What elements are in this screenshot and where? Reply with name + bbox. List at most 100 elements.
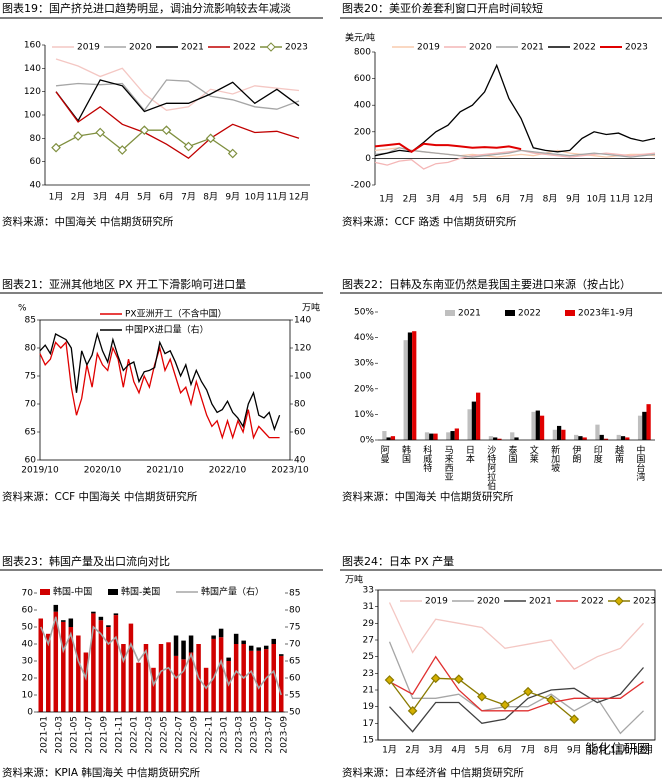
bar [407, 332, 413, 440]
x-tick-label: 11月 [610, 745, 630, 756]
legend-label: 2019 [425, 597, 448, 607]
plot-frame [377, 589, 656, 741]
bar-segment [113, 615, 119, 712]
x-tick-label: 韩国 [400, 444, 411, 464]
y2-axis-label: 万吨 [302, 302, 320, 314]
y-tick-label: 70 [25, 400, 37, 410]
y-tick-label: 60 [25, 456, 37, 466]
y-tick-label: 31 [363, 602, 374, 612]
legend-swatch [108, 589, 118, 595]
y-tick-label: 0% [360, 436, 375, 446]
y2-tick-label: 70 [289, 640, 301, 650]
x-tick-label: 2020/10 [84, 466, 122, 476]
source: 资料来源：KPIA 韩国海关 中信期货研究所 [2, 766, 201, 779]
legend-label: PX亚洲开工（不含中国） [125, 308, 227, 320]
legend-label: 2022 [233, 43, 256, 53]
figure-title: 图表23：韩国产量及出口流向对比 [2, 554, 170, 568]
bar-segment [106, 625, 111, 627]
y-tick-label: 19 [363, 702, 375, 712]
x-tick-label: 2月 [405, 745, 420, 756]
bar [642, 411, 647, 440]
marker [546, 695, 556, 705]
x-tick-label: 1月 [382, 745, 397, 756]
bar [646, 404, 651, 440]
y2-tick-label: 50 [289, 708, 301, 718]
y2-tick-label: 60 [294, 428, 306, 438]
bar-segment [271, 644, 276, 712]
figure-title: 图表20：美亚价差套利窗口开启时间较短 [342, 1, 543, 15]
bar-segment [181, 659, 186, 712]
marker [430, 673, 441, 684]
y-tick-label: 75 [25, 372, 36, 382]
x-tick-label: 2023-01 [220, 716, 230, 754]
legend-label: 韩国产量（右） [201, 586, 264, 598]
x-tick-label: 2019/10 [21, 466, 59, 476]
marker [117, 145, 128, 155]
x-tick-label: 6月 [498, 745, 513, 756]
y-axis-label: 美元/吨 [345, 32, 375, 44]
source: 资料来源：日本经济省 中信期货研究所 [342, 766, 524, 779]
y2-tick-label: 60 [289, 674, 301, 684]
bar-segment [233, 644, 239, 712]
y-tick-label: 600 [354, 74, 371, 84]
bar-segment [98, 616, 104, 621]
bar [488, 436, 494, 440]
x-tick-label: 8月 [203, 192, 218, 203]
x-tick-label: 7月 [181, 192, 196, 203]
bar-segment [76, 635, 81, 712]
series-line [40, 616, 282, 696]
x-tick-label: 2022-01 [129, 716, 139, 754]
legend-label: 2021 [181, 43, 204, 53]
x-tick-label: 9月 [225, 192, 240, 203]
y-tick-label: 100 [24, 111, 41, 121]
bar [595, 424, 600, 440]
x-tick-label: 2021-09 [99, 716, 109, 754]
bar-segment [91, 611, 96, 614]
x-tick-label: 8月 [543, 194, 558, 205]
source: 资料来源：中国海关 中信期货研究所 [342, 490, 514, 503]
bar-segment [248, 650, 254, 712]
marker [384, 675, 395, 685]
bar-segment [143, 644, 149, 712]
bar [578, 436, 583, 440]
y-tick-label: 40% [354, 333, 374, 343]
bar [450, 431, 455, 440]
marker [523, 686, 533, 697]
y-tick-label: 29 [363, 619, 375, 629]
source: 资料来源：CCF 中国海关 中信期货研究所 [2, 490, 198, 503]
bar-segment [106, 627, 111, 712]
marker [161, 125, 172, 136]
bar [582, 437, 587, 440]
y-tick-label: 160 [24, 41, 41, 51]
bar-segment [151, 667, 156, 712]
y-tick-label: 15 [363, 736, 374, 746]
legend-label: 2021 [529, 597, 552, 607]
y-axis-label: 万吨 [345, 574, 363, 586]
y-tick-label: 60 [22, 606, 34, 616]
x-tick-label: 12月 [633, 745, 653, 756]
figure-title: 图表22：日韩及东南亚仍然是我国主要进口来源（按占比） [342, 277, 631, 291]
x-tick-label: 9月 [567, 745, 582, 756]
bar-segment [38, 618, 44, 712]
y-tick-label: 0 [27, 708, 33, 718]
legend-label: 2019 [77, 43, 100, 53]
x-tick-label: 中国台湾 [634, 444, 645, 482]
marker [453, 674, 464, 685]
series-line [39, 340, 280, 440]
y2-tick-label: 65 [289, 657, 300, 667]
bar-segment [61, 620, 66, 622]
y2-tick-label: 40 [294, 456, 306, 466]
y-tick-label: 10 [22, 691, 34, 701]
y2-tick-label: 120 [294, 344, 311, 354]
series-line [374, 149, 656, 170]
bar [535, 410, 540, 440]
y2-tick-label: 80 [294, 400, 306, 410]
x-tick-label: 2022-05 [160, 716, 170, 754]
x-tick-label: 2月 [403, 194, 418, 205]
x-tick-label: 3月 [93, 192, 108, 203]
y-tick-label: 33 [363, 586, 374, 596]
legend-label: 2023 [633, 597, 656, 607]
legend-label: 2022 [573, 43, 596, 53]
legend-label: 2020 [469, 43, 492, 53]
